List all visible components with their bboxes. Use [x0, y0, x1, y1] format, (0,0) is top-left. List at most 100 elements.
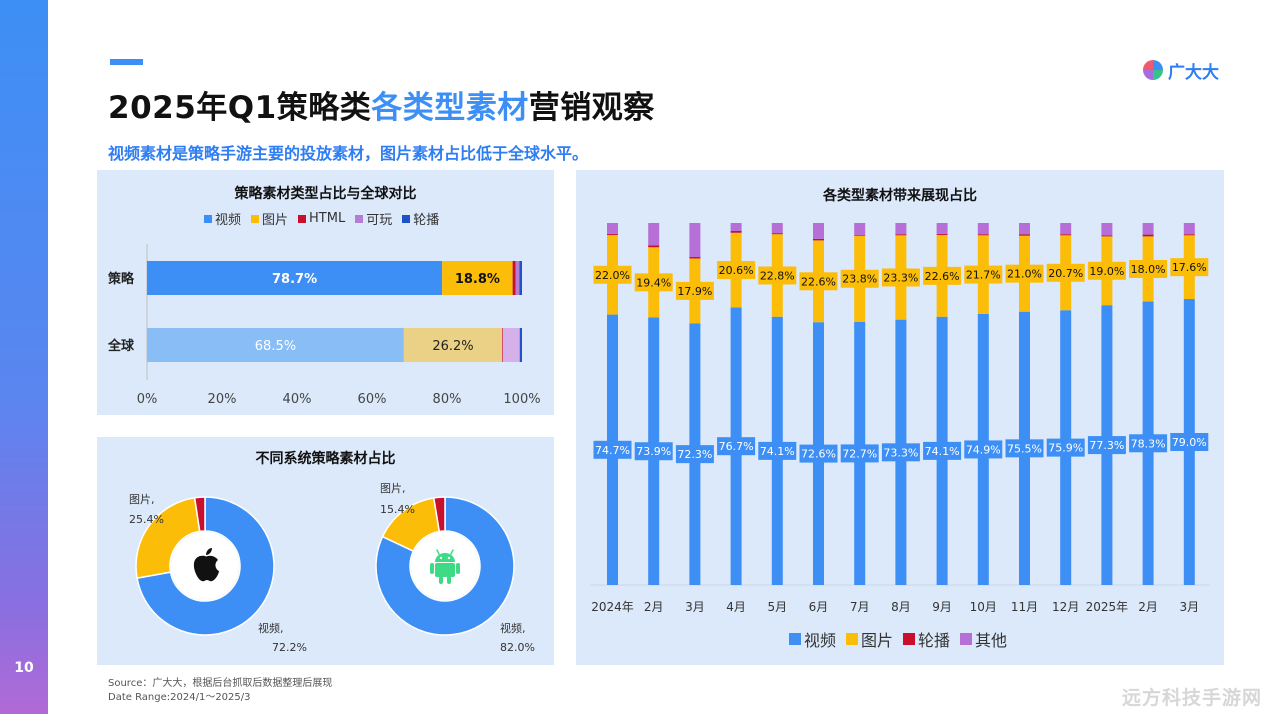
legend-swatch [960, 633, 973, 645]
bar-segment [895, 234, 907, 236]
legend-item: 轮播 [903, 627, 950, 651]
data-label-bg [1046, 438, 1085, 457]
chart3-title: 各类型素材带来展现占比 [823, 188, 977, 204]
slice-label: 15.4% [380, 503, 415, 516]
bar-data-label: 23.3% [883, 271, 918, 284]
legend-label: HTML [309, 211, 346, 226]
bar-data-label: 20.7% [1048, 267, 1083, 280]
page-title: 2025年Q1策略类各类型素材营销观察 [108, 82, 655, 127]
donut-slice [375, 496, 515, 636]
slice-label: 图片, [129, 493, 155, 506]
data-label-bg [1129, 434, 1168, 453]
title-part-1: 2025年Q1策略类 [108, 90, 372, 126]
apple-body [193, 555, 219, 582]
title-accent-line [110, 59, 143, 65]
chart3-legend: 视频 图片 轮播 其他 [789, 627, 1017, 651]
panel-system-share: 不同系统策略素材占比 视频, 72.2% 图片, 25.4% 视频, 82.0% 图片, 15… [97, 437, 554, 665]
brand-logo: 广大大 [1142, 58, 1219, 83]
page-number: 10 [14, 660, 34, 676]
bar-data-label: 73.3% [883, 446, 918, 459]
bar-segment [1019, 223, 1030, 235]
bar-segment [1060, 223, 1072, 235]
legend-swatch [251, 214, 260, 223]
legend-swatch [355, 214, 364, 223]
data-label-bg [1005, 439, 1044, 458]
x-tick-label: 60% [358, 392, 387, 407]
x-tick-label: 2月 [644, 600, 664, 614]
data-label-bg [881, 268, 920, 287]
category-label: 策略 [108, 271, 135, 287]
data-label-bg [1087, 436, 1126, 455]
bar-data-label: 26.2% [432, 339, 473, 354]
data-label-bg [593, 440, 632, 459]
x-tick-label: 2024年 [591, 600, 634, 614]
slice-label: 82.0% [500, 641, 535, 654]
bar-data-label: 23.8% [842, 273, 877, 286]
data-label-bg [799, 444, 838, 463]
data-label-bg [840, 444, 879, 463]
x-tick-label: 4月 [726, 600, 746, 614]
data-label-bg [1087, 261, 1126, 280]
legend-swatch [789, 633, 801, 645]
bar-data-label: 68.5% [255, 339, 296, 354]
data-label-bg [964, 440, 1003, 459]
x-tick-label: 0% [137, 392, 158, 407]
android-body [435, 563, 455, 577]
bar-data-label: 76.7% [719, 440, 754, 453]
legend-item: 图片 [251, 209, 288, 228]
x-tick-label: 40% [283, 392, 312, 407]
legend-label: 其他 [975, 631, 1008, 650]
legend-item: 图片 [846, 627, 893, 651]
bar-segment [977, 223, 989, 235]
date-range-text: Date Range:2024/1～2025/3 [108, 692, 251, 703]
panel-impression-share: 各类型素材带来展现占比 2024年 2月 3月 4月 5月 6月 7月 8月 9月 10月 11月 1… [576, 170, 1224, 665]
x-tick-label: 20% [208, 392, 237, 407]
bar-data-label: 79.0% [1172, 436, 1207, 449]
bar-segment [519, 328, 522, 362]
chart1-svg: 0% 20% 40% 60% 80% 100% 策略 78.7% 18.8% 全球 68.5% 26.… [107, 244, 541, 407]
bar-segment [1019, 234, 1030, 236]
android-eye [439, 556, 443, 560]
chart3-svg: 2024年 2月 3月 4月 5月 6月 7月 8月 9月 10月 11月 12月 2025年 2月 3月 7… [590, 223, 1210, 614]
x-tick-label: 12月 [1052, 600, 1079, 614]
legend-label: 轮播 [413, 213, 440, 228]
apple-leaf [206, 548, 212, 555]
android-antenna [450, 549, 454, 555]
bar-data-label: 72.3% [677, 448, 712, 461]
data-label-bg [964, 265, 1003, 284]
bar-data-label: 74.1% [760, 445, 795, 458]
bar-data-label: 77.3% [1089, 439, 1124, 452]
x-tick-label: 8月 [891, 600, 911, 614]
data-label-bg [675, 281, 714, 300]
chart1-legend: 视频 图片 HTML 可玩 轮播 [204, 209, 449, 228]
android-antenna [436, 549, 440, 555]
bar-data-label: 74.9% [966, 443, 1001, 456]
bar-data-label: 22.8% [760, 269, 795, 282]
data-label-bg [758, 266, 797, 285]
x-tick-label: 2025年 [1086, 600, 1129, 614]
x-tick-label: 11月 [1011, 600, 1038, 614]
bar-data-label: 17.6% [1172, 261, 1207, 274]
bar-segment [730, 223, 742, 231]
bar-data-label: 18.0% [1131, 263, 1166, 276]
data-label-bg [1129, 259, 1168, 278]
bar-segment [854, 234, 866, 236]
title-highlight: 各类型素材 [371, 90, 529, 126]
bar-data-label: 75.9% [1048, 442, 1083, 455]
bar-data-label: 18.8% [455, 272, 500, 287]
android-arm [456, 563, 460, 574]
bar-segment [813, 238, 824, 241]
bar-segment [936, 223, 948, 234]
x-tick-label: 80% [433, 392, 462, 407]
bar-data-label: 78.7% [272, 272, 317, 287]
bar-segment [936, 233, 948, 235]
data-label-bg [717, 261, 756, 280]
x-tick-label: 5月 [767, 600, 787, 614]
slice-label: 视频, [258, 621, 284, 635]
legend-swatch [846, 633, 859, 645]
bar-data-label: 72.6% [801, 448, 836, 461]
slice-label: 72.2% [272, 641, 307, 654]
x-tick-label: 9月 [932, 600, 952, 614]
chart2-title: 不同系统策略素材占比 [255, 451, 396, 467]
bar-segment [1183, 234, 1195, 236]
